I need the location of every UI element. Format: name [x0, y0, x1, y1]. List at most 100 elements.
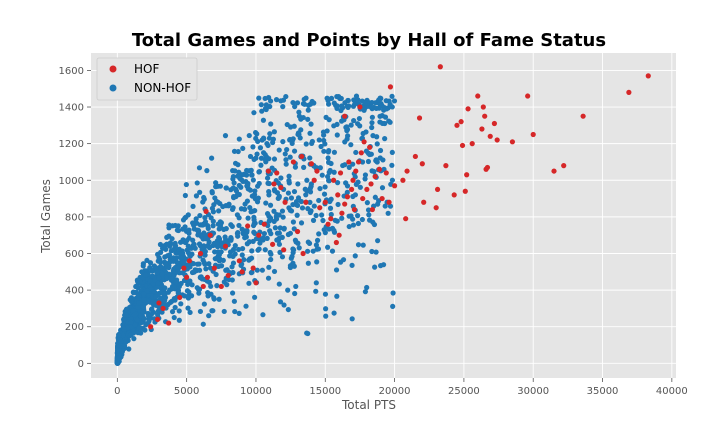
non-hof-point: [223, 237, 229, 243]
x-tick-label: 10000: [240, 386, 272, 397]
non-hof-point: [273, 216, 280, 222]
non-hof-point: [287, 263, 294, 269]
non-hof-point: [239, 226, 245, 232]
hof-point: [342, 113, 348, 119]
hof-point: [364, 186, 370, 193]
non-hof-point: [279, 254, 286, 260]
non-hof-point: [231, 180, 237, 186]
non-hof-point: [164, 275, 170, 282]
non-hof-point: [314, 259, 320, 265]
non-hof-point: [210, 308, 216, 314]
non-hof-point: [126, 346, 132, 352]
non-hof-point: [241, 257, 247, 263]
non-hof-point: [265, 180, 271, 186]
non-hof-point: [246, 280, 252, 286]
non-hof-point: [240, 178, 246, 185]
non-hof-point: [285, 287, 291, 293]
non-hof-point: [319, 172, 325, 178]
non-hof-point: [191, 243, 197, 249]
non-hof-point: [230, 205, 236, 211]
hof-point: [333, 239, 339, 246]
non-hof-point: [331, 149, 338, 155]
non-hof-point: [355, 220, 361, 227]
non-hof-point: [339, 215, 345, 221]
non-hof-point: [176, 246, 182, 252]
non-hof-point: [172, 304, 178, 311]
non-hof-point: [178, 301, 184, 307]
non-hof-point: [123, 306, 130, 312]
non-hof-point: [333, 267, 340, 273]
non-hof-point: [280, 214, 286, 220]
non-hof-point: [183, 181, 189, 188]
non-hof-point: [264, 235, 270, 241]
non-hof-point: [230, 174, 237, 180]
legend-marker-hof: [109, 65, 117, 73]
non-hof-point: [210, 223, 216, 229]
non-hof-point: [373, 158, 379, 164]
non-hof-point: [325, 159, 332, 165]
non-hof-point: [244, 198, 250, 204]
non-hof-point: [159, 271, 165, 277]
non-hof-point: [284, 146, 290, 153]
non-hof-point: [266, 264, 272, 270]
non-hof-point: [260, 135, 267, 141]
non-hof-point: [252, 188, 258, 194]
non-hof-point: [334, 293, 340, 299]
non-hof-point: [171, 314, 177, 321]
non-hof-point: [390, 303, 396, 309]
non-hof-point: [203, 236, 209, 242]
non-hof-point: [329, 248, 336, 254]
non-hof-point: [267, 131, 273, 137]
non-hof-point: [310, 217, 317, 223]
non-hof-point: [251, 229, 257, 235]
hof-point: [459, 142, 466, 149]
non-hof-point: [362, 289, 369, 295]
non-hof-point: [139, 269, 145, 275]
non-hof-point: [373, 249, 379, 255]
hof-point: [250, 265, 256, 271]
hof-point: [294, 228, 301, 235]
non-hof-point: [185, 293, 191, 300]
hof-point: [325, 221, 331, 227]
non-hof-point: [268, 256, 274, 263]
hof-point: [346, 159, 352, 165]
non-hof-point: [166, 252, 173, 258]
y-tick-label: 1600: [59, 66, 84, 77]
non-hof-point: [247, 256, 253, 262]
hof-point: [322, 199, 328, 205]
non-hof-point: [141, 297, 147, 303]
hof-point: [412, 153, 418, 160]
non-hof-point: [168, 276, 174, 282]
hof-point: [482, 113, 488, 119]
non-hof-point: [177, 239, 184, 245]
non-hof-point: [291, 148, 298, 154]
non-hof-point: [319, 212, 325, 218]
non-hof-point: [254, 267, 260, 273]
non-hof-point: [250, 144, 256, 150]
hof-point: [479, 126, 485, 132]
non-hof-point: [155, 312, 161, 318]
non-hof-point: [374, 141, 380, 147]
non-hof-point: [175, 265, 181, 271]
non-hof-point: [271, 268, 278, 275]
non-hof-point: [265, 142, 271, 149]
non-hof-point: [287, 207, 293, 213]
non-hof-point: [287, 137, 293, 143]
non-hof-point: [380, 157, 386, 163]
hof-point: [351, 206, 357, 213]
non-hof-point: [191, 222, 197, 228]
non-hof-point: [334, 180, 341, 186]
non-hof-point: [258, 102, 264, 108]
hof-point: [421, 199, 427, 205]
non-hof-series: [114, 93, 398, 366]
hof-point: [253, 280, 259, 286]
non-hof-point: [206, 239, 212, 245]
non-hof-point: [256, 95, 262, 101]
non-hof-point: [389, 162, 395, 168]
non-hof-point: [223, 226, 229, 232]
non-hof-point: [231, 193, 237, 200]
non-hof-point: [202, 231, 208, 238]
non-hof-point: [322, 291, 329, 297]
non-hof-point: [115, 332, 122, 338]
non-hof-point: [305, 116, 311, 122]
